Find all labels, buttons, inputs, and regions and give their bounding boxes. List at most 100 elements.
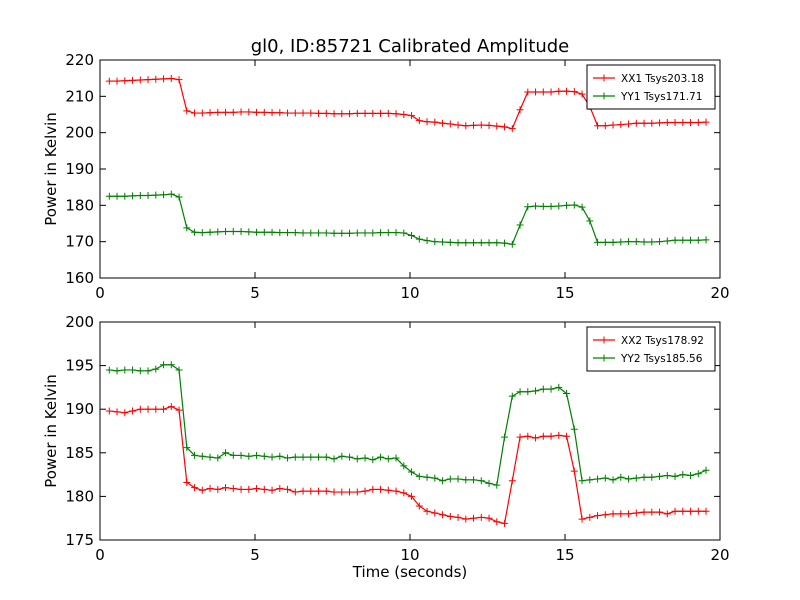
bottom-data-point-s2 xyxy=(516,388,524,396)
top-data-point-s2 xyxy=(152,191,160,199)
top-data-point-s2 xyxy=(446,238,454,246)
bottom-data-point-s2 xyxy=(462,476,470,484)
bottom-legend-label-2: YY2 Tsys185.56 xyxy=(620,353,703,365)
top-data-point-s1 xyxy=(268,109,276,117)
top-data-point-s2 xyxy=(679,236,687,244)
bottom-data-point-s1 xyxy=(105,407,113,415)
bottom-data-point-s1 xyxy=(493,518,501,526)
bottom-data-point-s2 xyxy=(470,476,478,484)
top-y-tick-label: 220 xyxy=(65,51,94,69)
top-x-tick-label: 15 xyxy=(555,284,574,302)
top-panel: 0 5 10 15 20 160 170 180 190 200 210 220 Power in Ke… xyxy=(42,51,730,302)
bottom-data-point-s1 xyxy=(392,487,400,495)
top-data-point-s1 xyxy=(237,108,245,116)
top-data-point-s1 xyxy=(260,108,268,116)
top-data-point-s1 xyxy=(330,110,338,118)
bottom-data-point-s1 xyxy=(276,485,284,493)
bottom-data-point-s2 xyxy=(415,472,423,480)
bottom-data-point-s2 xyxy=(307,453,315,461)
bottom-data-point-s2 xyxy=(454,475,462,483)
bottom-data-point-s1 xyxy=(539,432,547,440)
top-data-point-s1 xyxy=(222,108,230,116)
top-data-point-s1 xyxy=(555,87,563,95)
top-data-point-s1 xyxy=(470,121,478,129)
bottom-data-point-s2 xyxy=(485,479,493,487)
bottom-x-tick-label: 15 xyxy=(555,546,574,564)
top-data-point-s2 xyxy=(129,192,137,200)
top-data-point-s1 xyxy=(648,119,656,127)
bottom-data-point-s2 xyxy=(601,474,609,482)
top-data-point-s2 xyxy=(222,227,230,235)
top-data-point-s2 xyxy=(167,190,175,198)
bottom-data-point-s1 xyxy=(129,407,137,415)
top-data-point-s2 xyxy=(470,239,478,247)
top-data-point-s1 xyxy=(415,117,423,125)
top-data-point-s2 xyxy=(555,202,563,210)
top-data-point-s2 xyxy=(501,239,509,247)
top-data-point-s2 xyxy=(570,201,578,209)
bottom-data-point-s2 xyxy=(384,455,392,463)
bottom-data-point-s1 xyxy=(160,405,168,413)
top-data-point-s2 xyxy=(361,229,369,237)
bottom-data-point-s1 xyxy=(214,485,222,493)
top-data-point-s1 xyxy=(353,109,361,117)
bottom-data-point-s1 xyxy=(462,515,470,523)
bottom-legend-box xyxy=(586,326,716,372)
top-data-point-s1 xyxy=(206,109,214,117)
bottom-data-point-s1 xyxy=(431,509,439,517)
top-legend: XX1 Tsys203.18 YY1 Tsys171.71 xyxy=(586,64,716,110)
bottom-data-point-s2 xyxy=(353,455,361,463)
bottom-data-point-s2 xyxy=(563,390,571,398)
bottom-data-point-s2 xyxy=(222,449,230,457)
bottom-data-point-s2 xyxy=(617,473,625,481)
top-legend-box xyxy=(586,64,716,110)
bottom-data-point-s2 xyxy=(198,452,206,460)
bottom-data-point-s2 xyxy=(570,425,578,433)
top-legend-marker-2 xyxy=(600,92,608,100)
bottom-data-point-s1 xyxy=(121,409,129,417)
bottom-x-tick-label: 10 xyxy=(400,546,419,564)
top-data-point-s1 xyxy=(121,77,129,85)
top-data-point-s1 xyxy=(539,88,547,96)
top-data-point-s2 xyxy=(601,238,609,246)
bottom-data-point-s1 xyxy=(113,408,121,416)
bottom-data-point-s2 xyxy=(253,451,261,459)
top-data-point-s1 xyxy=(322,109,330,117)
top-data-point-s2 xyxy=(353,229,361,237)
top-data-point-s2 xyxy=(307,229,315,237)
bottom-data-point-s2 xyxy=(369,456,377,464)
top-y-tick-label: 160 xyxy=(65,269,94,287)
top-data-point-s1 xyxy=(175,76,183,84)
top-data-point-s2 xyxy=(206,228,214,236)
top-data-point-s2 xyxy=(377,229,385,237)
top-legend-marker-1 xyxy=(600,74,608,82)
bottom-data-point-s1 xyxy=(702,507,710,515)
bottom-data-point-s2 xyxy=(330,455,338,463)
top-data-point-s1 xyxy=(431,118,439,126)
bottom-data-point-s2 xyxy=(237,451,245,459)
top-data-point-s1 xyxy=(578,90,586,98)
top-data-point-s2 xyxy=(400,229,408,237)
top-data-point-s2 xyxy=(625,238,633,246)
bottom-data-point-s2 xyxy=(586,476,594,484)
bottom-data-point-s2 xyxy=(136,367,144,375)
top-y-tick-label: 180 xyxy=(65,196,94,214)
top-data-point-s2 xyxy=(702,236,710,244)
top-data-point-s1 xyxy=(384,109,392,117)
bottom-data-point-s1 xyxy=(640,508,648,516)
top-data-point-s1 xyxy=(105,77,113,85)
bottom-data-point-s1 xyxy=(260,485,268,493)
top-y-tick-label: 190 xyxy=(65,160,94,178)
bottom-panel: 0 5 10 15 20 175 180 185 190 195 200 Power in Kelvi… xyxy=(42,313,730,581)
bottom-data-point-s2 xyxy=(206,453,214,461)
bottom-data-point-s2 xyxy=(392,454,400,462)
bottom-data-point-s1 xyxy=(191,484,199,492)
bottom-data-point-s1 xyxy=(570,467,578,475)
bottom-data-point-s1 xyxy=(609,510,617,518)
top-data-point-s2 xyxy=(431,238,439,246)
bottom-data-point-s1 xyxy=(346,488,354,496)
bottom-data-point-s1 xyxy=(470,514,478,522)
bottom-data-point-s2 xyxy=(648,473,656,481)
bottom-data-point-s1 xyxy=(555,431,563,439)
